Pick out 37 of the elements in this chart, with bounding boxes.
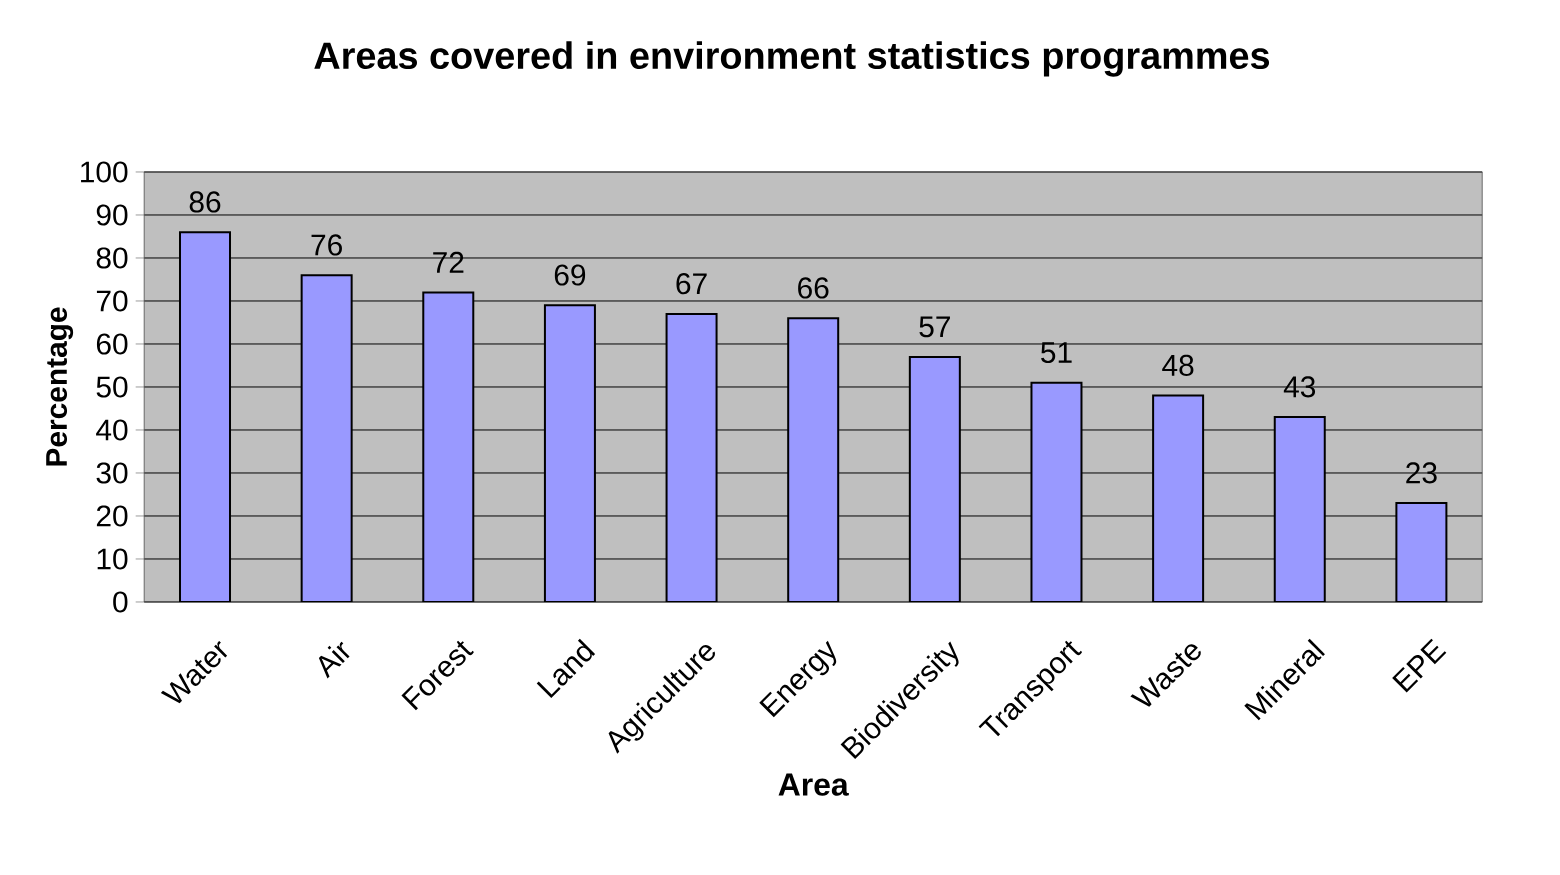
bar bbox=[1273, 416, 1326, 602]
bar bbox=[665, 312, 718, 602]
data-label: 76 bbox=[311, 234, 342, 256]
y-tick-label: 30 bbox=[96, 462, 128, 484]
bar bbox=[300, 274, 353, 602]
y-tick-label: 10 bbox=[97, 548, 128, 570]
bar bbox=[908, 355, 961, 602]
bar bbox=[1152, 394, 1205, 602]
data-label: 48 bbox=[1162, 354, 1194, 376]
y-tick-label: 60 bbox=[96, 333, 128, 355]
bar bbox=[1395, 502, 1448, 602]
y-tick-label: 100 bbox=[81, 161, 128, 183]
y-tick-label: 40 bbox=[96, 419, 128, 441]
data-label: 72 bbox=[433, 251, 464, 273]
data-label: 86 bbox=[189, 191, 221, 213]
bar bbox=[543, 304, 596, 602]
y-tick-label: 70 bbox=[96, 290, 128, 312]
data-label: 23 bbox=[1406, 462, 1437, 484]
y-tick-label: 50 bbox=[96, 376, 128, 398]
x-axis-title: Area bbox=[778, 773, 849, 796]
data-label: 57 bbox=[919, 316, 950, 338]
y-tick-label: 20 bbox=[96, 505, 128, 527]
data-label: 67 bbox=[676, 273, 707, 295]
data-label: 43 bbox=[1283, 376, 1316, 398]
data-label: 69 bbox=[554, 264, 586, 286]
bar bbox=[179, 231, 232, 602]
bar bbox=[422, 291, 475, 602]
y-tick-label: 90 bbox=[96, 204, 128, 226]
bar bbox=[1030, 381, 1083, 602]
data-label: 51 bbox=[1041, 342, 1072, 364]
x-tick-label: Air bbox=[318, 641, 350, 679]
y-tick-label: 80 bbox=[96, 247, 128, 269]
y-axis-title: Percentage bbox=[46, 307, 74, 466]
bar bbox=[787, 317, 840, 602]
chart-title: Areas covered in environment statistics programmes bbox=[314, 41, 1270, 77]
y-tick-label: 0 bbox=[113, 591, 128, 613]
data-label: 66 bbox=[798, 277, 829, 299]
